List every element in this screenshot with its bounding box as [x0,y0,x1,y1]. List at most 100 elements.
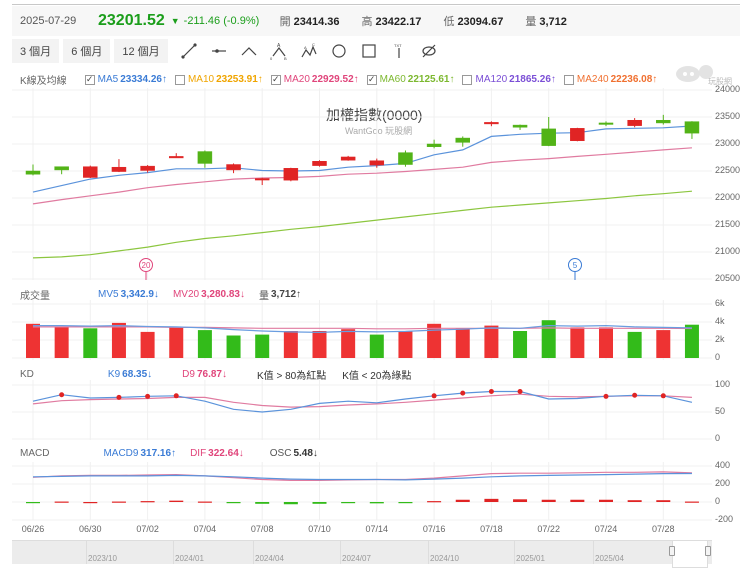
line-tool-icon[interactable] [174,39,204,63]
k9-value: 68.35↓ [122,369,153,380]
text-tool-icon[interactable]: TXT [384,39,414,63]
navigator-divider [514,540,515,564]
macd9-value: 317.16↑ [140,448,177,459]
ma60-toggle[interactable]: ✓ MA60 22125.61↑ [366,74,455,85]
angle-tool-icon[interactable] [234,39,264,63]
x-axis-date: 07/24 [594,524,618,534]
price-change: -211.46 (-0.9%) [183,15,260,27]
x-axis-date: 07/18 [480,524,503,534]
navigator-divider [253,540,254,564]
navigator-divider [593,540,594,564]
volume-axis-tick: 4k [715,316,725,326]
rectangle-tool-icon[interactable] [354,39,384,63]
x-axis-date: 07/08 [250,524,274,534]
svg-text:0: 0 [270,56,273,60]
checkbox-checked-icon: ✓ [366,74,377,85]
price-axis-tick: 21000 [715,246,740,256]
quote-date: 2025-07-29 [20,15,77,27]
volume: 量 3,712 [525,16,567,28]
navigator-label: 2024/04 [255,554,284,563]
ma10-toggle[interactable]: MA10 23253.91↑ [174,74,263,85]
abc-pattern-tool-icon[interactable]: A 0 B [264,39,294,63]
wantgoo-logo-icon: 玩股網 [672,62,732,97]
checkbox-unchecked-icon [174,74,185,85]
period-12m-button[interactable]: 12 個月 [114,39,168,63]
close-price: 23201.52 [98,12,165,29]
kd-note-green: K值 < 20為綠點 [342,371,412,382]
price-legend-title: K線及均線 [20,76,67,87]
high-price: 高 23422.17 [361,16,422,28]
event-marker-5[interactable]: 5 [568,258,582,272]
logo-text: 玩股網 [708,77,732,86]
chart-title: 加權指數(0000) [326,107,423,123]
volume-axis-tick: 0 [715,352,721,362]
volume-axis-tick: 2k [715,334,725,344]
x-axis-date: 07/28 [652,524,675,534]
checkbox-unchecked-icon [563,74,574,85]
stock-chart-canvas[interactable] [0,0,740,540]
x-axis-date: 07/02 [136,524,159,534]
navigator-divider [428,540,429,564]
navigator-label: 2025/01 [516,554,545,563]
kd-axis-tick: 50 [715,406,726,416]
time-navigator[interactable] [12,540,712,564]
kd-axis-tick: 0 [715,433,721,443]
svg-text:A: A [277,43,281,49]
navigator-label: 2024/07 [342,554,371,563]
navigator-label: 2025/04 [595,554,624,563]
x-axis-date: 07/04 [193,524,217,534]
period-6m-button[interactable]: 6 個月 [63,39,111,63]
mv5-value: 3,342.9↓ [120,289,159,300]
ma20-toggle[interactable]: ✓ MA20 22929.52↑ [270,74,359,85]
x-axis-date: 07/22 [537,524,560,534]
macd-axis-tick: -200 [715,514,734,524]
volume-title: 成交量 [20,291,50,302]
d9-value: 76.87↓ [196,369,227,380]
event-marker-20[interactable]: 20 [139,258,153,272]
svg-text:A: A [304,45,307,50]
kd-legend: KD K9 68.35↓ D9 76.87↓ K值 > 80為紅點 K值 < 20為… [20,369,412,382]
macd-title: MACD [20,448,50,459]
svg-text:C: C [312,42,315,47]
hide-drawings-icon[interactable] [414,39,444,63]
navigator-selected-window[interactable] [672,540,708,568]
kd-title: KD [20,369,34,380]
navigator-divider [340,540,341,564]
svg-text:B: B [284,56,287,60]
x-axis-date: 06/26 [21,524,45,534]
kd-axis-tick: 100 [715,379,731,389]
ma240-toggle[interactable]: MA240 22236.08↑ [563,74,657,85]
top-divider [12,4,740,5]
macd-legend: MACD MACD9 317.16↑ DIF 322.64↓ OSC 5.48↓ [20,448,318,459]
mv20-value: 3,280.83↓ [201,289,245,300]
osc-value: 5.48↓ [293,448,318,459]
price-axis-tick: 20500 [715,273,740,283]
checkbox-checked-icon: ✓ [270,74,281,85]
checkbox-checked-icon: ✓ [84,74,95,85]
period-3m-button[interactable]: 3 個月 [12,39,60,63]
down-triangle-icon: ▼ [170,16,180,26]
navigator-divider [86,540,87,564]
price-axis-tick: 21500 [715,219,740,229]
macd-axis-tick: 0 [715,496,721,506]
x-axis-date: 07/14 [365,524,389,534]
ma5-toggle[interactable]: ✓ MA5 23334.26↑ [84,74,167,85]
circle-tool-icon[interactable] [324,39,354,63]
navigator-right-handle[interactable] [705,546,711,556]
price-axis-tick: 23500 [715,111,740,121]
kd-note-red: K值 > 80為紅點 [257,371,327,382]
navigator-label: 2023/10 [88,554,117,563]
dif-value: 322.64↓ [208,448,244,459]
navigator-left-handle[interactable] [669,546,675,556]
navigator-divider [173,540,174,564]
volume-value: 3,712↑ [271,289,302,300]
ma120-toggle[interactable]: MA120 21865.26↑ [462,74,556,85]
horizontal-line-tool-icon[interactable] [204,39,234,63]
x-axis-date: 07/16 [422,524,446,534]
volume-legend: 成交量 MV5 3,342.9↓ MV20 3,280.83↓ 量 3,712↑ [20,289,302,302]
price-axis-tick: 24000 [715,84,740,94]
price-axis-tick: 22000 [715,192,740,202]
